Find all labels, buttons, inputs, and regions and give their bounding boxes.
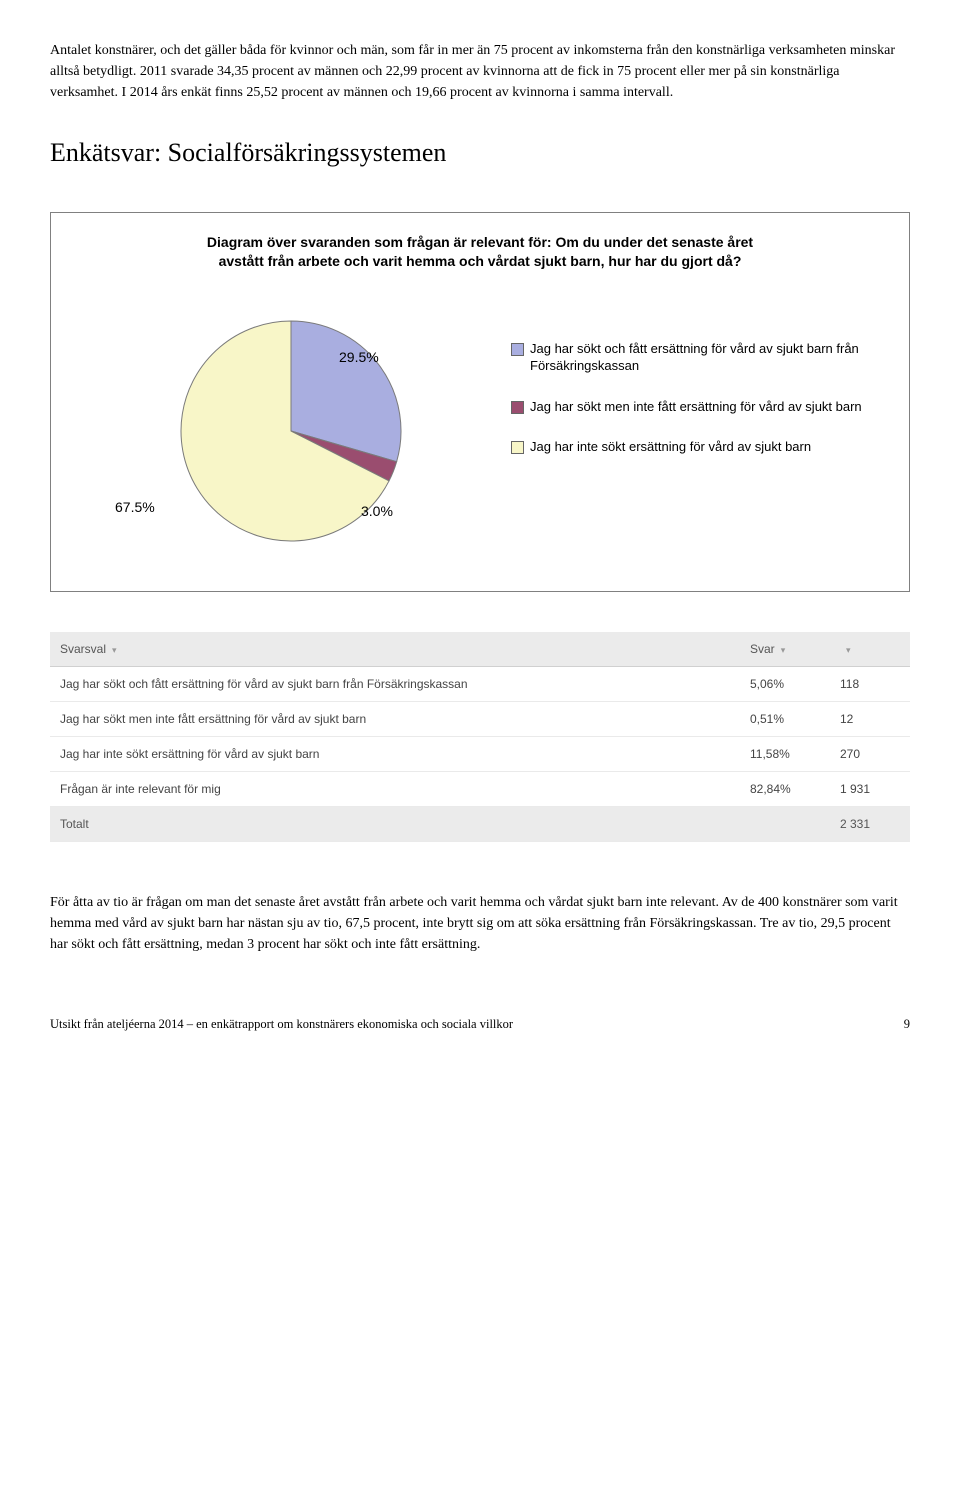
footer-text: Utsikt från ateljéerna 2014 – en enkätra… [50, 1015, 513, 1034]
table-cell: Jag har sökt men inte fått ersättning fö… [50, 701, 740, 736]
legend-item: Jag har sökt men inte fått ersättning fö… [511, 399, 879, 416]
table-cell: 270 [830, 736, 910, 771]
table-cell: Jag har inte sökt ersättning för vård av… [50, 736, 740, 771]
intro-paragraph: Antalet konstnärer, och det gäller båda … [50, 40, 910, 103]
page-number: 9 [904, 1015, 910, 1034]
pie-label-1: 3.0% [361, 501, 393, 522]
analysis-paragraph: För åtta av tio är frågan om man det sen… [50, 892, 910, 955]
pie-chart-container: Diagram över svaranden som frågan är rel… [50, 212, 910, 592]
table-cell: Jag har sökt och fått ersättning för vår… [50, 666, 740, 701]
table-header-count: ▾ [830, 632, 910, 667]
sort-icon: ▾ [846, 645, 851, 655]
legend-item: Jag har sökt och fått ersättning för vår… [511, 341, 879, 375]
sort-icon: ▾ [112, 645, 117, 655]
legend-swatch [511, 441, 524, 454]
table-header-svar: Svar▾ [740, 632, 830, 667]
legend-swatch [511, 343, 524, 356]
table-row: Jag har sökt men inte fått ersättning fö… [50, 701, 910, 736]
table-header-option: Svarsval▾ [50, 632, 740, 667]
table-cell: 11,58% [740, 736, 830, 771]
page-footer: Utsikt från ateljéerna 2014 – en enkätra… [50, 1015, 910, 1034]
table-cell: 12 [830, 701, 910, 736]
legend-text: Jag har sökt men inte fått ersättning fö… [530, 399, 862, 416]
legend-swatch [511, 401, 524, 414]
table-cell: 1 931 [830, 771, 910, 806]
table-cell: 118 [830, 666, 910, 701]
chart-legend: Jag har sökt och fått ersättning för vår… [501, 301, 879, 481]
legend-item: Jag har inte sökt ersättning för vård av… [511, 439, 879, 456]
table-cell: Frågan är inte relevant för mig [50, 771, 740, 806]
table-row: Jag har inte sökt ersättning för vård av… [50, 736, 910, 771]
table-cell: Totalt [50, 806, 740, 841]
legend-text: Jag har inte sökt ersättning för vård av… [530, 439, 811, 456]
table-cell: 5,06% [740, 666, 830, 701]
pie-label-2: 67.5% [115, 497, 155, 518]
section-heading: Enkätsvar: Socialförsäkringssystemen [50, 133, 910, 172]
pie-chart: 29.5% 3.0% 67.5% [81, 301, 501, 561]
table-cell: 0,51% [740, 701, 830, 736]
table-cell: 82,84% [740, 771, 830, 806]
table-total-row: Totalt 2 331 [50, 806, 910, 841]
table-cell [740, 806, 830, 841]
results-table: Svarsval▾ Svar▾ ▾ Jag har sökt och fått … [50, 632, 910, 842]
pie-label-0: 29.5% [339, 347, 379, 368]
sort-icon: ▾ [781, 645, 786, 655]
table-cell: 2 331 [830, 806, 910, 841]
chart-title: Diagram över svaranden som frågan är rel… [200, 233, 760, 271]
legend-text: Jag har sökt och fått ersättning för vår… [530, 341, 879, 375]
table-row: Frågan är inte relevant för mig 82,84% 1… [50, 771, 910, 806]
table-row: Jag har sökt och fått ersättning för vår… [50, 666, 910, 701]
